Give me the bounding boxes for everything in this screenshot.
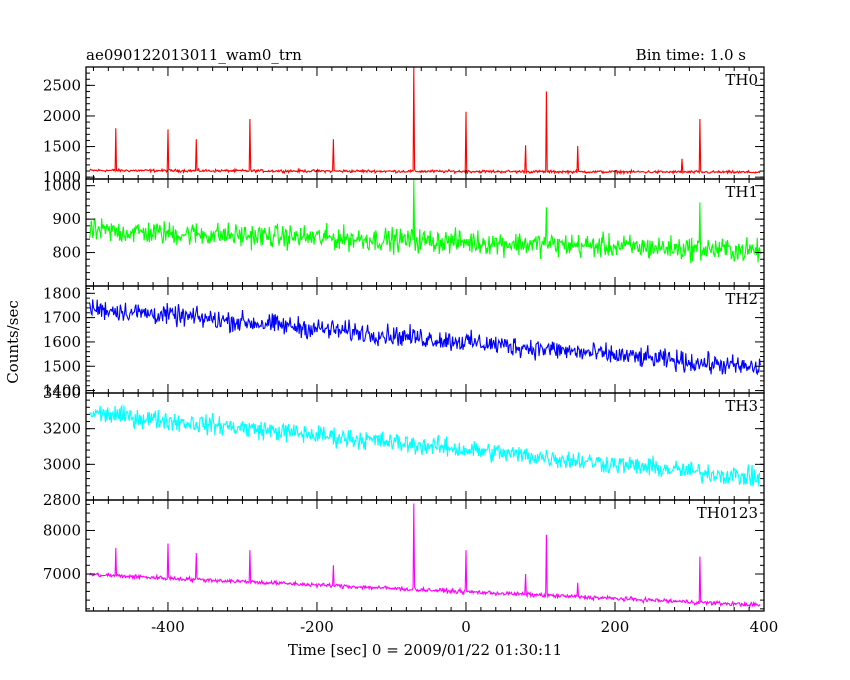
chart-title: ae090122013011_wam0_trn xyxy=(86,46,302,64)
panels-group: TH0 1000 1500 2000 2500 TH1 800 900 1000 TH2 1400 1… xyxy=(43,66,765,612)
y-tick-label: 1700 xyxy=(43,309,81,327)
x-tick-label: 0 xyxy=(461,618,471,636)
x-tick-label: 400 xyxy=(750,618,779,636)
y-tick-label: 800 xyxy=(52,244,81,262)
y-tick-label: 2500 xyxy=(43,76,81,94)
y-tick-label: 1000 xyxy=(43,168,81,186)
y-tick-label: 1500 xyxy=(43,138,81,156)
panel-th3: TH3 2800 3000 3200 3400 xyxy=(43,384,765,509)
panel-label-th1: TH1 xyxy=(725,183,758,201)
y-tick-label: 3400 xyxy=(43,384,81,402)
chart-subtitle: Bin time: 1.0 s xyxy=(636,46,746,64)
panel-label-th0: TH0 xyxy=(725,71,758,89)
y-tick-label: 900 xyxy=(52,210,81,228)
y-tick-label: 7000 xyxy=(43,565,81,583)
y-tick-label: 2800 xyxy=(43,491,81,509)
x-axis: -400 -200 0 200 400 xyxy=(151,618,778,636)
y-tick-label: 3200 xyxy=(43,420,81,438)
panel-frame-th0 xyxy=(85,66,765,180)
y-axis-label: Counts/sec xyxy=(4,300,22,384)
series-th0 xyxy=(89,67,761,176)
series-th1 xyxy=(89,179,761,264)
panel-frame-th0123 xyxy=(85,499,765,612)
panel-label-th2: TH2 xyxy=(725,290,758,308)
panel-th2: TH2 1400 1500 1600 1700 1800 xyxy=(43,284,765,400)
panel-th0: TH0 1000 1500 2000 2500 xyxy=(43,66,765,186)
y-tick-label: 8000 xyxy=(43,521,81,539)
panel-th0123: TH0123 7000 8000 xyxy=(43,499,765,612)
x-tick-label: -400 xyxy=(151,618,185,636)
x-tick-label: -200 xyxy=(300,618,334,636)
panel-frame-th1 xyxy=(85,178,765,287)
x-axis-label: Time [sec] 0 = 2009/01/22 01:30:11 xyxy=(288,641,562,659)
y-tick-label: 3000 xyxy=(43,455,81,473)
panel-th1: TH1 800 900 1000 xyxy=(43,177,765,287)
series-th0123 xyxy=(89,503,761,609)
y-tick-label: 1000 xyxy=(43,177,81,195)
y-tick-label: 2000 xyxy=(43,107,81,125)
series-th3 xyxy=(89,403,761,487)
series-th2 xyxy=(89,299,761,376)
panel-label-th3: TH3 xyxy=(725,397,758,415)
panel-frame-th2 xyxy=(85,285,765,394)
x-tick-label: 200 xyxy=(601,618,630,636)
panel-label-th0123: TH0123 xyxy=(697,504,758,522)
y-tick-label: 1600 xyxy=(43,333,81,351)
y-tick-label: 1500 xyxy=(43,357,81,375)
y-tick-label: 1400 xyxy=(43,382,81,400)
y-tick-label: 1800 xyxy=(43,284,81,302)
